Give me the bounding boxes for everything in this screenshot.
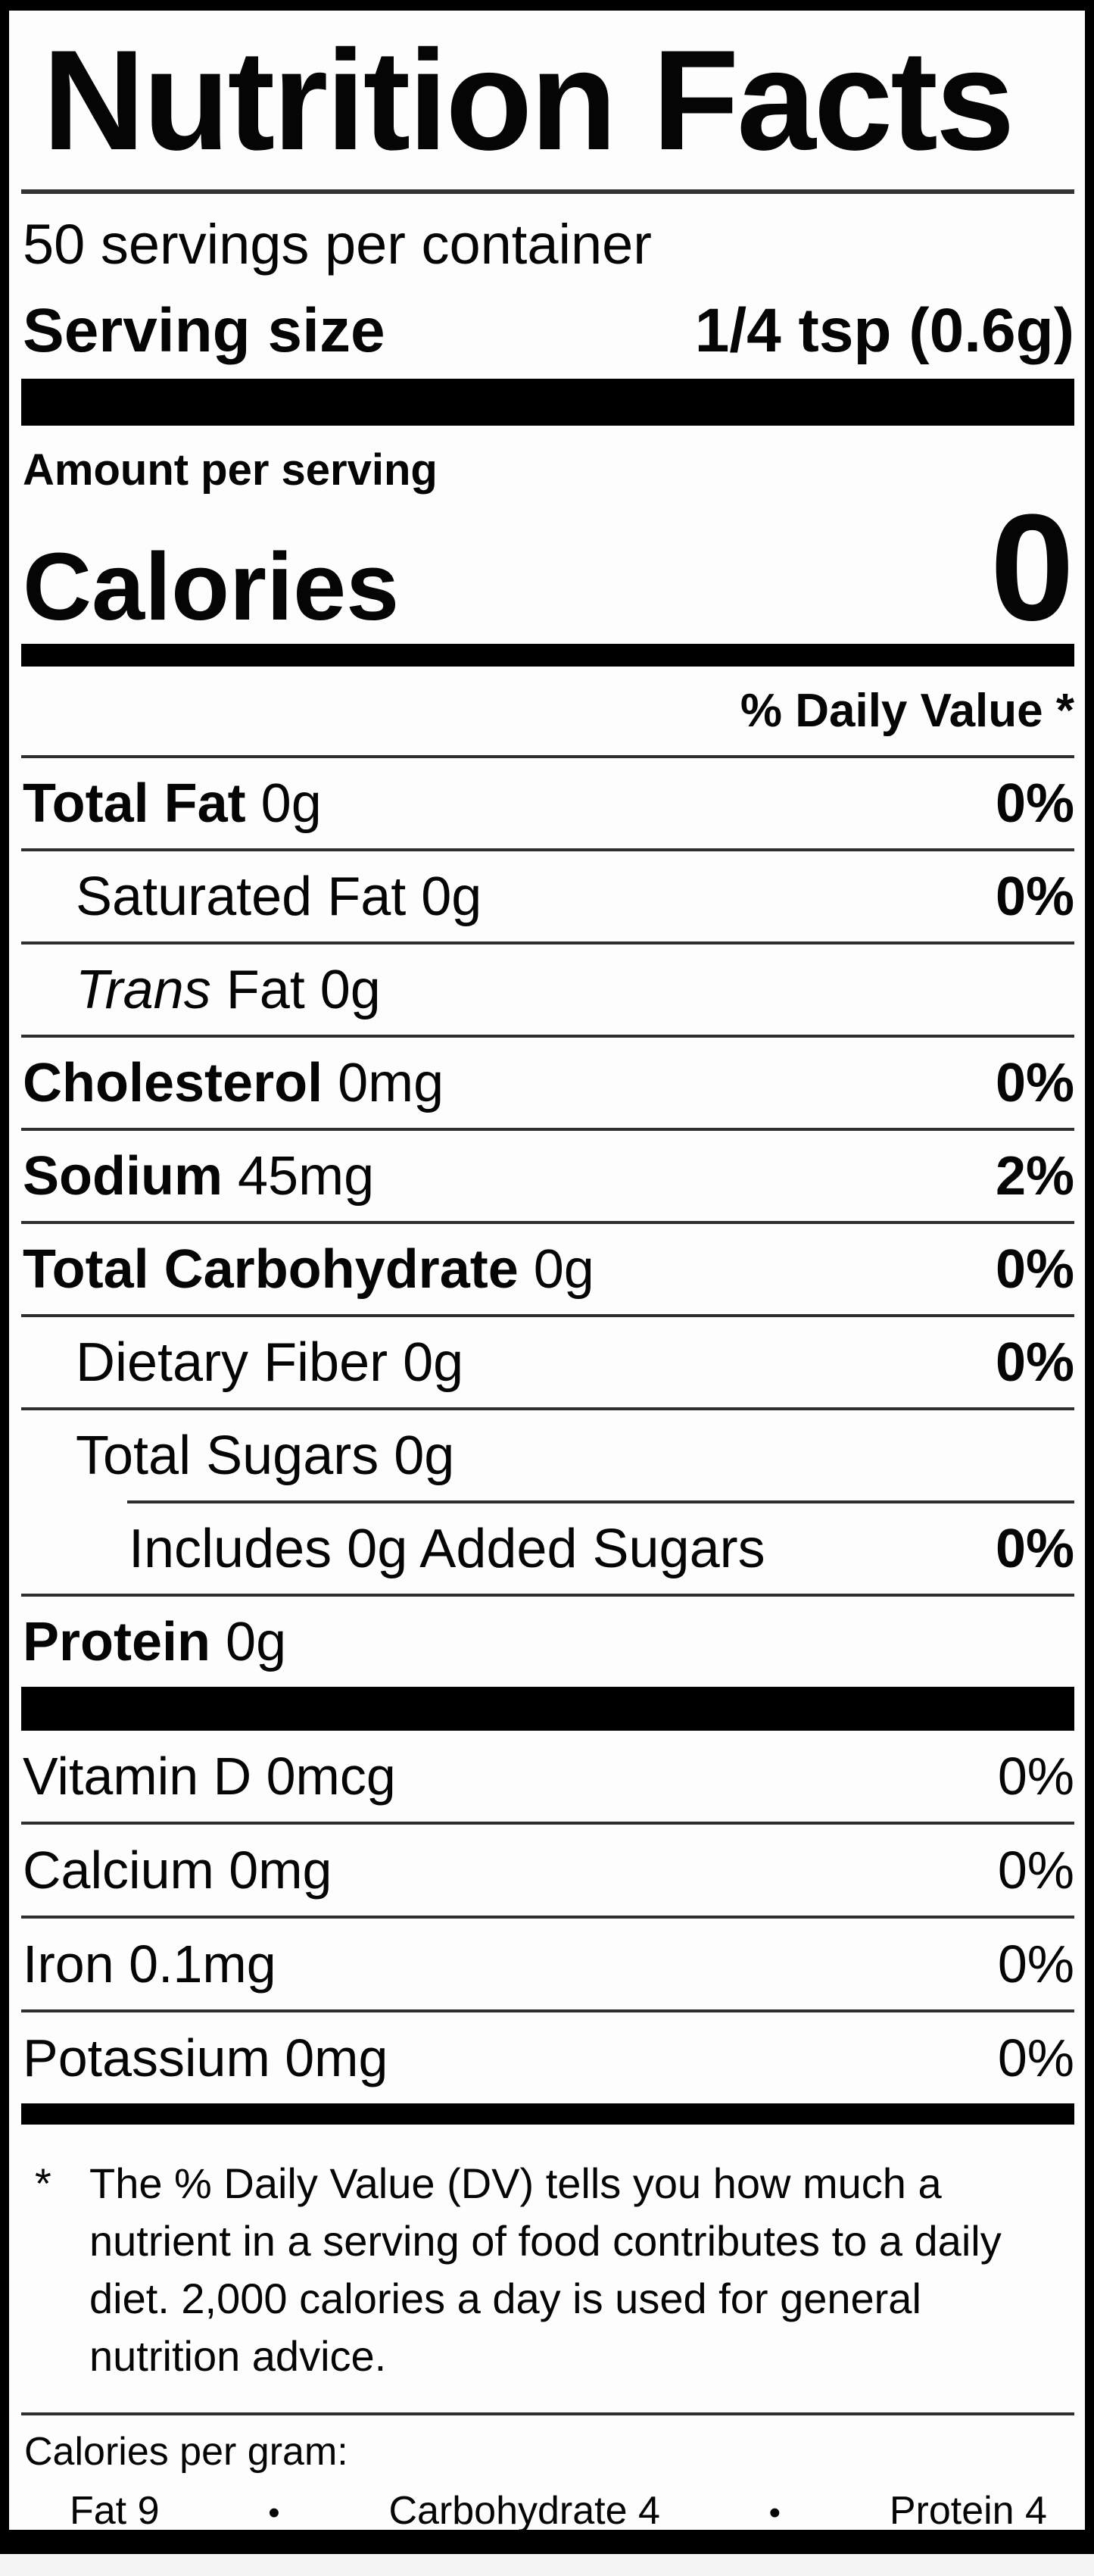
nutrient-name: Cholesterol 0mg [23, 1052, 444, 1114]
nutrient-dv: 0% [995, 1518, 1074, 1579]
nutrient-dv: 0% [995, 1238, 1074, 1300]
cpg-carbohydrate: Carbohydrate 4 [388, 2489, 660, 2533]
row-separator [21, 2009, 1074, 2012]
nutrient-name: Dietary Fiber 0g [76, 1332, 464, 1393]
nutrient-row-saturated-fat: Saturated Fat 0g 0% [9, 851, 1085, 941]
vitamin-row-vitamin-d: Vitamin D 0mcg 0% [9, 1731, 1085, 1822]
calories-value: 0 [990, 483, 1074, 652]
row-separator [21, 1822, 1074, 1825]
row-separator [21, 848, 1074, 851]
nutrient-name: Total Fat 0g [23, 773, 322, 835]
row-separator [21, 1221, 1074, 1224]
nutrient-dv: 0% [995, 1332, 1074, 1393]
nutrient-amount: Fat 0g [210, 959, 381, 1020]
serving-size-row: Serving size 1/4 tsp (0.6g) [23, 295, 1074, 365]
nutrient-name: Includes 0g Added Sugars [129, 1518, 765, 1579]
row-separator [21, 755, 1074, 758]
vitamin-row-iron: Iron 0.1mg 0% [9, 1919, 1085, 2009]
nutrient-name: Trans Fat 0g [23, 959, 381, 1021]
nutrient-amount: 0mg [323, 1052, 444, 1113]
nutrient-row-cholesterol: Cholesterol 0mg 0% [9, 1038, 1085, 1128]
row-separator [21, 1035, 1074, 1038]
serving-size-label: Serving size [23, 295, 385, 365]
nutrient-row-dietary-fiber: Dietary Fiber 0g 0% [9, 1317, 1085, 1407]
vitamin-row-potassium: Potassium 0mg 0% [9, 2012, 1085, 2103]
vitamin-dv: 0% [997, 2028, 1074, 2087]
nutrient-amount: 0g [518, 1238, 594, 1300]
nutrient-name-bold: Sodium [23, 1145, 223, 1207]
nutrient-row-protein: Protein 0g [9, 1597, 1085, 1687]
medium-divider-bar-vitamins [21, 2103, 1074, 2125]
footnote-divider [21, 2412, 1074, 2415]
label-title: Nutrition Facts [42, 20, 1015, 180]
nutrient-dv: 0% [995, 773, 1074, 834]
nutrient-name-bold: Cholesterol [23, 1052, 323, 1113]
calories-per-gram-row: Fat 9 • Carbohydrate 4 • Protein 4 [9, 2489, 1085, 2533]
row-separator [21, 1128, 1074, 1131]
nutrient-name-bold: Protein [23, 1611, 211, 1672]
nutrient-name-bold: Total Carbohydrate [23, 1238, 519, 1300]
page-background-strip [0, 2554, 1094, 2576]
nutrient-row-trans-fat: Trans Fat 0g [9, 945, 1085, 1035]
thick-divider-bar-protein [21, 1687, 1074, 1731]
cpg-fat: Fat 9 [70, 2489, 160, 2533]
vitamin-row-calcium: Calcium 0mg 0% [9, 1825, 1085, 1916]
calories-per-gram-section: Calories per gram: Fat 9 • Carbohydrate … [9, 2415, 1085, 2530]
vitamin-dv: 0% [997, 1934, 1074, 1994]
nutrient-name-bold: Total Fat [23, 773, 246, 834]
footnote-section: * The % Daily Value (DV) tells you how m… [9, 2125, 1085, 2412]
row-separator [21, 1916, 1074, 1919]
row-separator-indented [127, 1500, 1074, 1503]
nutrient-amount: 0g [245, 773, 322, 834]
amount-per-serving-label: Amount per serving [23, 445, 438, 495]
nutrient-name: Saturated Fat 0g [76, 866, 482, 927]
thick-divider-bar-top [21, 379, 1074, 426]
nutrient-name: Sodium 45mg [23, 1145, 374, 1207]
nutrient-row-added-sugars: Includes 0g Added Sugars 0% [9, 1503, 1085, 1594]
title-block: Nutrition Facts [9, 11, 1085, 189]
vitamin-name: Calcium 0mg [23, 1841, 332, 1900]
nutrient-name-italic: Trans [76, 959, 211, 1020]
vitamin-name: Vitamin D 0mcg [23, 1747, 396, 1806]
calories-per-gram-label: Calories per gram: [24, 2430, 348, 2474]
vitamin-dv: 0% [997, 1747, 1074, 1806]
nutrient-dv: 0% [995, 866, 1074, 927]
bullet-icon: • [268, 2494, 280, 2531]
nutrient-row-total-fat: Total Fat 0g 0% [9, 758, 1085, 848]
nutrient-row-total-carbohydrate: Total Carbohydrate 0g 0% [9, 1224, 1085, 1314]
row-separator [21, 941, 1074, 945]
row-separator [21, 1407, 1074, 1410]
servings-per-container: 50 servings per container [23, 213, 652, 276]
vitamin-name: Iron 0.1mg [23, 1934, 276, 1994]
bullet-icon: • [768, 2494, 781, 2531]
daily-value-header: % Daily Value * [740, 685, 1074, 737]
calories-section: Amount per serving Calories 0 [9, 426, 1085, 644]
title-divider [21, 189, 1074, 194]
row-separator [21, 1314, 1074, 1317]
nutrient-dv: 0% [995, 1052, 1074, 1113]
vitamin-name: Potassium 0mg [23, 2028, 388, 2087]
cpg-protein: Protein 4 [889, 2489, 1047, 2533]
nutrient-amount: 0g [210, 1611, 287, 1672]
nutrient-dv: 2% [995, 1145, 1074, 1207]
serving-info-section: 50 servings per container Serving size 1… [9, 194, 1085, 379]
nutrient-row-sodium: Sodium 45mg 2% [9, 1131, 1085, 1221]
row-separator [21, 1594, 1074, 1597]
serving-size-value: 1/4 tsp (0.6g) [694, 295, 1074, 365]
nutrient-amount: 45mg [223, 1145, 375, 1207]
nutrient-row-total-sugars: Total Sugars 0g [9, 1410, 1085, 1500]
nutrient-name: Protein 0g [23, 1611, 286, 1673]
nutrient-name: Total Sugars 0g [76, 1425, 455, 1486]
nutrient-name: Total Carbohydrate 0g [23, 1238, 594, 1300]
medium-divider-bar-calories [21, 644, 1074, 667]
footnote-asterisk: * [35, 2159, 51, 2207]
calories-label: Calories [23, 533, 400, 640]
footnote-text: The % Daily Value (DV) tells you how muc… [89, 2159, 1002, 2381]
calories-row: Calories 0 [23, 483, 1074, 652]
vitamin-dv: 0% [997, 1841, 1074, 1900]
